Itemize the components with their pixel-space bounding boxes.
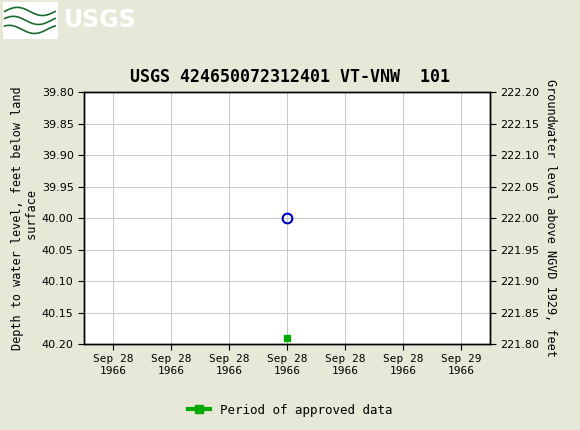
Y-axis label: Groundwater level above NGVD 1929, feet: Groundwater level above NGVD 1929, feet [544, 79, 557, 357]
Bar [3, 2, 58, 39]
Legend: Period of approved data: Period of approved data [183, 399, 397, 421]
Y-axis label: Depth to water level, feet below land
 surface: Depth to water level, feet below land su… [11, 86, 39, 350]
Text: USGS: USGS [64, 9, 136, 32]
Text: USGS 424650072312401 VT-VNW  101: USGS 424650072312401 VT-VNW 101 [130, 68, 450, 86]
